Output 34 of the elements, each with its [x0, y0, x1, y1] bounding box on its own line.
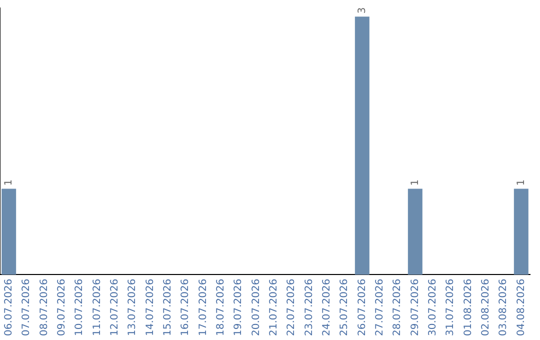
x-tick-label: 12.07.2026 [109, 278, 120, 336]
x-tick-label: 28.07.2026 [392, 278, 404, 336]
x-tick-label: 30.07.2026 [427, 278, 438, 336]
x-tick-label: 20.07.2026 [250, 278, 262, 336]
x-tick-label: 29.07.2026 [410, 278, 421, 336]
x-tick-label: 09.07.2026 [56, 278, 68, 336]
x-tick-label: 02.08.2026 [480, 278, 492, 336]
x-tick-label: 21.07.2026 [268, 278, 280, 336]
x-tick-label: 04.08.2026 [516, 278, 527, 336]
data-label: 1 [516, 179, 527, 186]
x-tick-label: 31.07.2026 [445, 278, 456, 336]
x-tick-label: 19.07.2026 [233, 278, 244, 336]
x-tick-label: 07.07.2026 [21, 278, 32, 336]
x-tick-label: 15.07.2026 [162, 278, 174, 336]
x-tick-label: 24.07.2026 [321, 278, 332, 336]
data-label: 1 [410, 179, 421, 186]
x-tick-label: 16.07.2026 [180, 278, 192, 336]
x-tick-label: 25.07.2026 [339, 278, 350, 336]
x-tick-label: 14.07.2026 [144, 278, 156, 336]
x-tick-label: 13.07.2026 [127, 278, 138, 336]
data-label: 3 [356, 7, 368, 14]
x-tick-label: 26.07.2026 [356, 278, 368, 336]
x-tick-label: 06.07.2026 [3, 278, 14, 336]
x-tick-label: 18.07.2026 [215, 278, 226, 336]
x-tick-label: 23.07.2026 [304, 278, 315, 336]
data-label: 1 [3, 179, 14, 186]
x-tick-label: 01.08.2026 [462, 278, 474, 336]
x-tick-label: 08.07.2026 [38, 278, 50, 336]
x-tick-label: 27.07.2026 [374, 278, 386, 336]
x-tick-label: 11.07.2026 [92, 278, 103, 336]
x-tick-label: 17.07.2026 [198, 278, 209, 336]
x-tick-label: 10.07.2026 [74, 278, 86, 336]
x-tick-label: 22.07.2026 [286, 278, 298, 336]
x-tick-label: 03.08.2026 [498, 278, 510, 336]
